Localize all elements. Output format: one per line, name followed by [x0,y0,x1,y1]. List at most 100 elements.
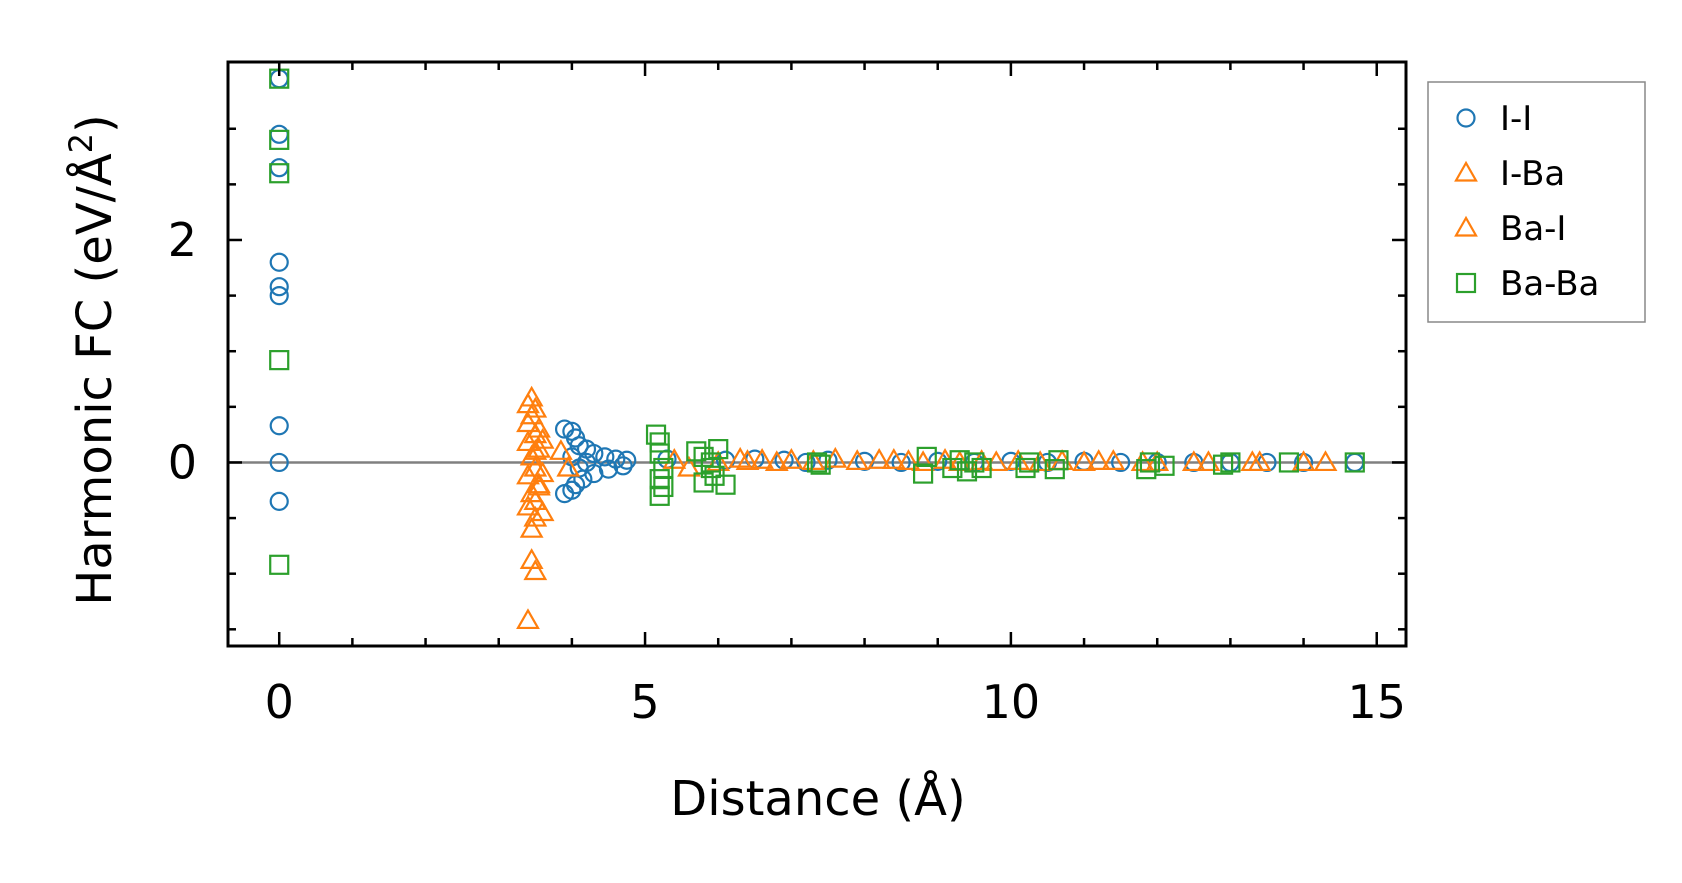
data-point-i-ba-21 [728,446,753,468]
data-point-i-i-35 [891,452,911,473]
data-point-ba-ba-1 [269,129,290,150]
data-point-ba-ba-21 [810,454,831,475]
data-point-i-i-17 [617,450,637,470]
data-point-i-i-1 [269,124,289,144]
x-tick-label-1: 5 [630,675,659,729]
data-point-i-i-8 [269,491,289,511]
data-point-i-ba-31 [1086,449,1111,470]
data-point-ba-ba-27 [964,452,985,473]
data-point-ba-ba-30 [1019,452,1040,473]
data-point-ba-i-7 [530,500,555,522]
data-point-i-ba-33 [1181,450,1206,472]
y-axis-title-superscript: 2 [62,133,100,153]
data-point-i-ba-25 [867,448,892,469]
plot-area [228,68,1406,630]
legend-item-ba-ba: Ba-Ba [1455,264,1599,304]
data-point-i-i-27 [576,452,597,473]
data-point-ba-i-5 [527,474,551,496]
data-point-i-i-6 [269,416,289,436]
data-point-ba-ba-4 [269,554,290,575]
data-point-ba-ba-11 [649,485,670,506]
plot-frame [226,60,1408,648]
data-point-ba-i-23 [1247,450,1272,472]
data-point-ba-ba-38 [1278,452,1300,473]
data-point-i-i-23 [598,459,619,479]
y-axis-title-close: ) [67,114,123,133]
data-point-i-ba-14 [519,516,544,538]
data-point-ba-ba-2 [269,163,290,184]
data-point-ba-ba-6 [649,432,670,453]
data-point-i-ba-18 [549,439,573,460]
data-point-ba-ba-20 [806,452,828,473]
data-point-ba-ba-7 [649,443,670,464]
legend-items: I-I I-Ba Ba-I Ba-Ba [1454,99,1599,304]
legend-item-i-ba: I-Ba [1454,154,1565,194]
legend-marker-ba-ba [1455,272,1477,294]
data-point-i-i-2 [269,158,289,178]
data-point-ba-i-10 [735,449,760,470]
data-point-ba-i-4 [530,461,555,483]
data-point-ba-ba-13 [693,446,714,467]
data-point-ba-i-3 [523,439,548,460]
data-point-ba-ba-29 [1015,457,1036,479]
legend-item-i-i: I-I [1456,99,1532,139]
data-point-ba-ba-3 [269,350,290,371]
x-axis-title: Distance (Å) [670,770,965,827]
data-point-i-i-7 [269,452,289,473]
data-point-ba-ba-36 [1212,454,1234,475]
data-point-i-ba-9 [516,463,540,485]
data-point-ba-ba-24 [942,457,963,479]
legend-frame [1427,81,1646,323]
data-point-i-i-3 [269,252,289,272]
data-point-ba-ba-39 [1344,452,1365,473]
data-point-i-ba-22 [750,448,775,469]
data-point-ba-i-20 [1101,449,1126,470]
legend-label-i-i: I-I [1500,99,1532,139]
data-point-ba-ba-37 [1220,452,1241,473]
data-point-ba-ba-35 [1154,455,1175,476]
data-point-ba-ba-28 [971,457,992,479]
legend-label-i-ba: I-Ba [1500,154,1565,194]
data-point-i-ba-12 [516,494,540,516]
data-point-i-i-24 [613,456,633,476]
y-tick-label-1: 2 [168,213,197,267]
series-ba-ba [269,68,1365,575]
data-point-i-ba-5 [516,430,540,452]
legend: I-I I-Ba Ba-I Ba-Ba [1427,81,1646,323]
legend-marker-i-ba [1454,160,1478,182]
data-point-i-ba-17 [516,608,540,630]
data-point-ba-ba-17 [708,439,729,460]
data-point-ba-i-11 [764,450,789,472]
data-point-ba-ba-34 [1139,452,1161,473]
data-point-ba-i-19 [1072,450,1096,472]
series-i-ba [516,385,1338,630]
data-point-ba-i-14 [881,448,906,469]
data-point-i-ba-19 [556,455,581,477]
data-point-i-i-4 [269,277,289,297]
axes-ticks [228,62,1406,646]
data-point-i-i-19 [562,480,582,500]
x-tick-label-3: 15 [1347,675,1406,729]
y-axis-title: Harmonic FC (eV/Å2) [62,114,123,606]
y-tick-label-0: 0 [168,435,197,489]
data-point-i-i-15 [595,447,615,467]
data-point-ba-ba-25 [949,450,970,471]
data-point-i-ba-26 [896,449,921,470]
legend-item-ba-i: Ba-I [1454,209,1566,249]
data-point-ba-ba-32 [1048,450,1069,471]
tick-labels: 0 5 10 15 0 2 [168,213,1406,729]
series-i-i [269,69,1365,511]
data-point-ba-ba-16 [693,472,714,493]
data-point-ba-i-2 [530,427,555,449]
data-point-ba-i-0 [523,396,548,418]
y-axis-title-main: Harmonic FC (eV/Å [66,153,123,606]
data-point-ba-ba-12 [686,441,707,462]
legend-marker-i-i [1456,108,1476,128]
data-point-i-ba-23 [779,448,804,469]
data-point-ba-ba-19 [700,452,722,473]
legend-marker-ba-i [1454,215,1478,237]
data-point-i-i-5 [269,286,289,306]
x-tick-label-0: 0 [265,675,294,729]
data-point-ba-ba-23 [916,446,937,467]
